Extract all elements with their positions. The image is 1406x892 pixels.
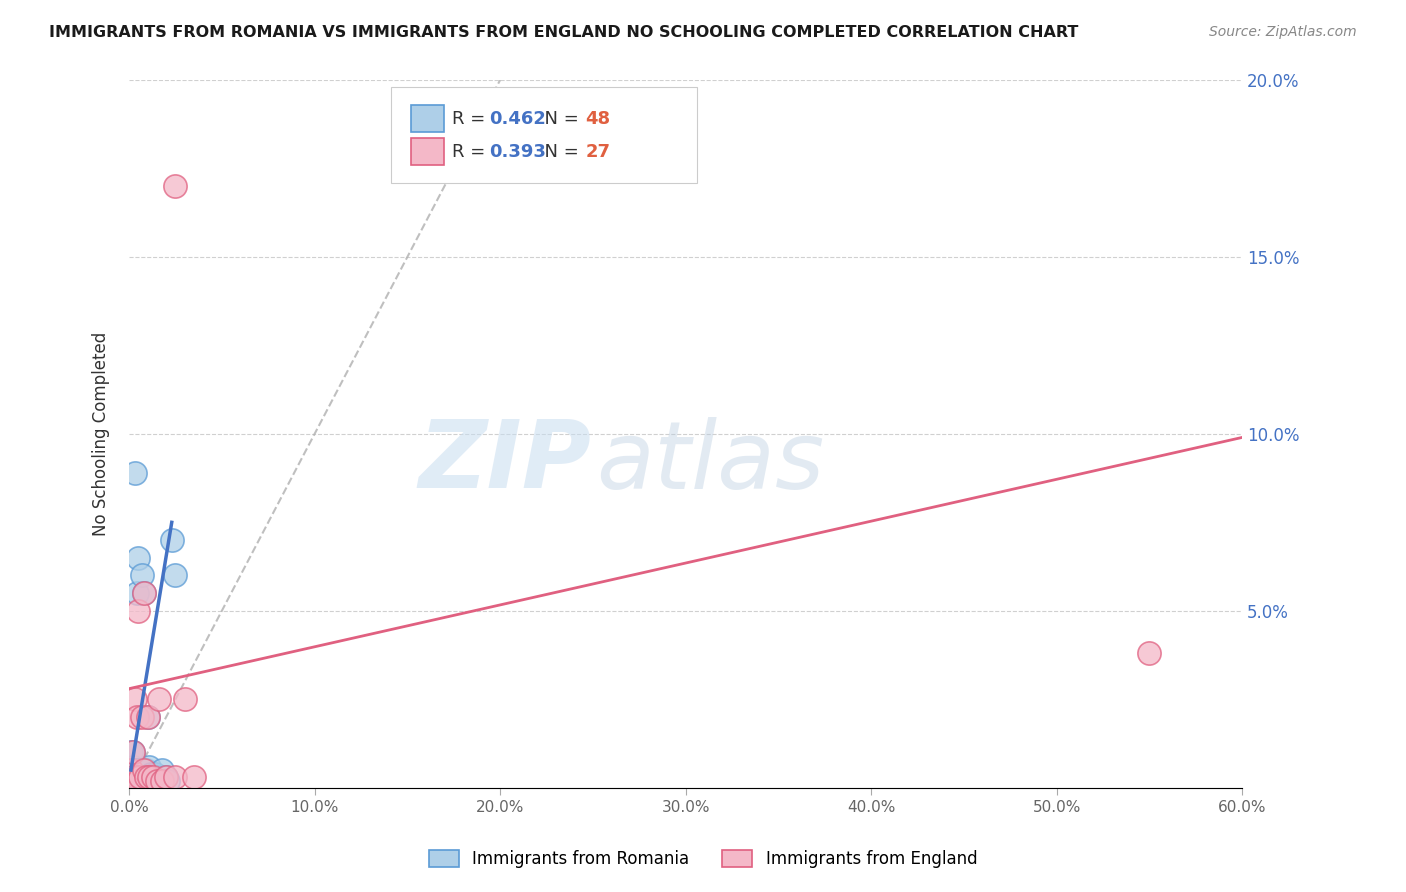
Text: IMMIGRANTS FROM ROMANIA VS IMMIGRANTS FROM ENGLAND NO SCHOOLING COMPLETED CORREL: IMMIGRANTS FROM ROMANIA VS IMMIGRANTS FR… [49,25,1078,40]
Point [135,770,157,784]
Point [121,745,143,759]
Point [127,770,149,784]
Point [135,770,157,784]
Legend: Immigrants from Romania, Immigrants from England: Immigrants from Romania, Immigrants from… [422,843,984,875]
Point [152,763,174,777]
Point [125,710,148,724]
Point [127,604,149,618]
Point [165,179,187,194]
Point [132,586,155,600]
Text: N =: N = [533,144,585,161]
Point [146,770,169,784]
Point [124,773,146,788]
Text: R =: R = [451,110,491,128]
Text: 0.462: 0.462 [489,110,546,128]
Point [121,759,143,773]
Point [146,773,169,788]
Point [124,466,146,480]
Point [155,770,177,784]
Point [120,766,142,780]
Text: N =: N = [533,110,585,128]
Point [121,745,143,759]
Point [121,770,143,784]
Point [125,763,148,777]
Text: atlas: atlas [596,417,825,508]
Point [129,773,152,788]
Point [125,766,148,780]
Point [124,773,146,788]
Y-axis label: No Schooling Completed: No Schooling Completed [93,332,110,536]
Point [152,773,174,788]
Point [142,770,165,784]
Point [127,773,149,788]
FancyBboxPatch shape [411,138,444,165]
Point [120,763,142,777]
Text: R =: R = [451,144,491,161]
Point [121,770,143,784]
Point [129,770,152,784]
Point [148,692,170,706]
Point [132,586,155,600]
Point [131,770,153,784]
Point [138,770,160,784]
Point [120,773,142,788]
Point [125,586,148,600]
Point [124,770,146,784]
Point [124,763,146,777]
Point [121,763,143,777]
Text: 0.393: 0.393 [489,144,546,161]
Point [138,759,160,773]
Point [155,770,177,784]
Point [141,766,163,780]
Point [127,763,149,777]
Point [136,710,159,724]
Point [136,770,159,784]
Text: Source: ZipAtlas.com: Source: ZipAtlas.com [1209,25,1357,39]
FancyBboxPatch shape [391,87,697,183]
Point [124,692,146,706]
Point [135,763,157,777]
Point [138,773,160,788]
Point [124,777,146,791]
Point [129,766,152,780]
Point [132,763,155,777]
Point [127,773,149,788]
Point [142,770,165,784]
Point [120,763,142,777]
Point [127,550,149,565]
Point [183,770,205,784]
Point [121,773,143,788]
Point [120,773,142,788]
Point [125,770,148,784]
Point [173,692,195,706]
Point [1139,646,1161,660]
FancyBboxPatch shape [411,104,444,132]
Point [165,770,187,784]
Text: ZIP: ZIP [418,417,591,508]
Point [124,766,146,780]
Point [131,568,153,582]
Point [131,710,153,724]
Text: 27: 27 [585,144,610,161]
Point [165,568,187,582]
Point [121,777,143,791]
Point [157,773,180,788]
Point [132,770,155,784]
Point [120,745,142,759]
Point [160,533,183,547]
Point [120,770,142,784]
Point [125,770,148,784]
Point [148,773,170,788]
Point [143,766,166,780]
Text: 48: 48 [585,110,610,128]
Point [136,710,159,724]
Point [125,773,148,788]
